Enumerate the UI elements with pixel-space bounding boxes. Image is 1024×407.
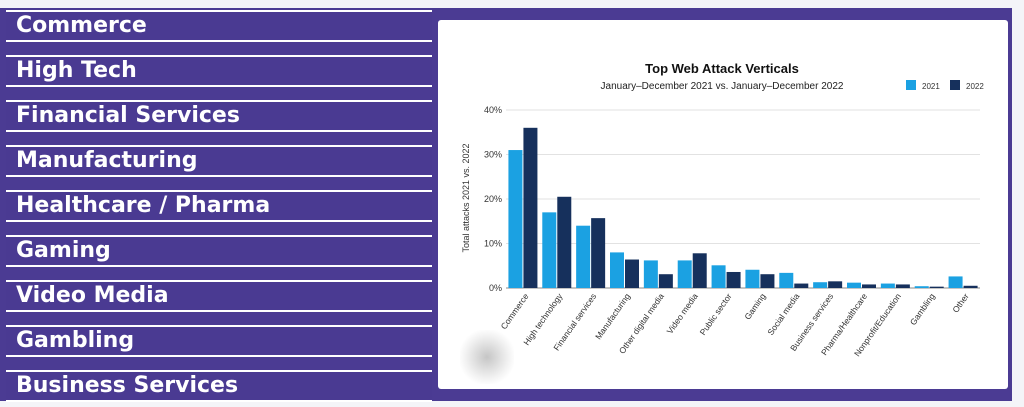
bar-2022	[895, 284, 910, 288]
bar-2021	[643, 260, 658, 288]
bar-2021	[779, 272, 794, 288]
y-tick-label: 40%	[484, 105, 502, 115]
bar-2021	[576, 225, 591, 288]
vertical-list: Commerce High Tech Financial Services Ma…	[6, 10, 432, 402]
x-tick-label: Commerce	[499, 291, 531, 331]
y-tick-label: 10%	[484, 239, 502, 249]
legend-label-2021: 2021	[922, 82, 940, 91]
bar-2022	[929, 286, 944, 288]
x-tick-label: Video media	[665, 291, 700, 336]
chart-card: Top Web Attack Verticals January–Decembe…	[438, 20, 1008, 389]
blurred-label-overlay	[460, 330, 514, 384]
x-tick-label: Public sector	[698, 291, 734, 337]
vertical-item-manufacturing: Manufacturing	[6, 145, 432, 177]
bar-2021	[711, 265, 726, 288]
y-tick-label: 0%	[489, 283, 502, 293]
bar-2022	[692, 253, 707, 288]
chart-subtitle: January–December 2021 vs. January–Decemb…	[601, 81, 844, 92]
vertical-item-gambling: Gambling	[6, 325, 432, 357]
vertical-item-video-media: Video Media	[6, 280, 432, 312]
bar-2022	[760, 274, 775, 288]
bar-2022	[794, 283, 809, 288]
vertical-item-high-tech: High Tech	[6, 55, 432, 87]
bar-2022	[625, 259, 639, 288]
bar-2022	[658, 274, 673, 288]
bar-2021	[745, 269, 760, 288]
x-tick-label: Other	[950, 291, 970, 314]
x-tick-label: Gaming	[742, 291, 767, 321]
bar-2022	[828, 281, 843, 288]
y-tick-label: 20%	[484, 194, 502, 204]
bar-2021	[508, 150, 523, 288]
vertical-item-gaming: Gaming	[6, 235, 432, 267]
bar-2021	[610, 252, 624, 288]
chart-title: Top Web Attack Verticals	[645, 61, 799, 76]
x-tick-label: Social media	[765, 291, 801, 337]
bar-chart: Top Web Attack Verticals January–Decembe…	[461, 61, 984, 359]
y-axis-label: Total attacks 2021 vs. 2022	[461, 143, 471, 252]
legend-label-2022: 2022	[966, 82, 984, 91]
bar-series	[508, 127, 978, 288]
bar-2021	[813, 282, 828, 288]
bar-2022	[726, 271, 741, 288]
bar-2021	[677, 260, 692, 288]
bar-2021	[880, 283, 895, 288]
bar-2021	[948, 276, 963, 288]
x-tick-label: Manufacturing	[593, 291, 632, 341]
legend-swatch-2021	[906, 80, 916, 90]
top-border	[0, 0, 1024, 8]
vertical-item-healthcare-pharma: Healthcare / Pharma	[6, 190, 432, 222]
x-tick-label: Gambling	[908, 291, 937, 327]
vertical-item-commerce: Commerce	[6, 10, 432, 42]
bar-2021	[542, 212, 557, 288]
vertical-item-financial-services: Financial Services	[6, 100, 432, 132]
bar-2022	[862, 284, 876, 288]
bar-2021	[914, 286, 929, 288]
y-tick-label: 30%	[484, 150, 502, 160]
bar-2022	[557, 196, 572, 288]
chart-legend: 2021 2022	[906, 80, 984, 91]
bar-2022	[591, 218, 606, 288]
vertical-item-business-services: Business Services	[6, 370, 432, 402]
bar-2022	[523, 127, 538, 288]
right-border	[1012, 0, 1024, 407]
bar-2021	[847, 282, 861, 288]
bar-2022	[963, 285, 978, 288]
legend-swatch-2022	[950, 80, 960, 90]
bottom-border	[0, 401, 1024, 407]
